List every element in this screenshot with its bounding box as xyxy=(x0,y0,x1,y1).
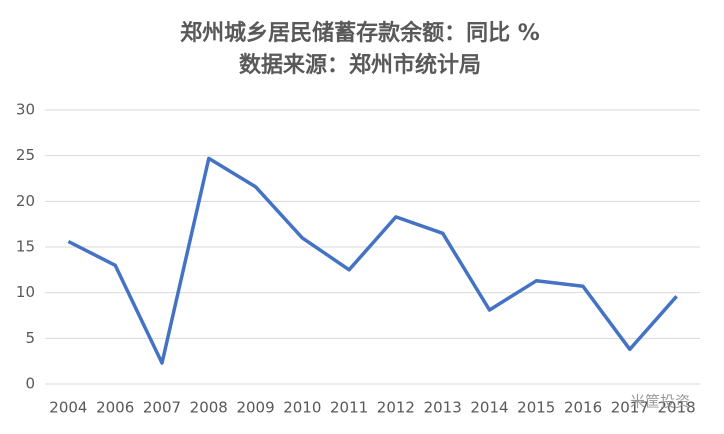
data-line xyxy=(67,156,678,365)
x-tick-label: 2016 xyxy=(564,399,602,417)
x-tick-label: 2014 xyxy=(470,399,508,417)
chart-subtitle: 数据来源：郑州市统计局 xyxy=(239,52,481,78)
chart-title: 郑州城乡居民储蓄存款余额：同比 % xyxy=(180,20,540,46)
x-tick-label: 2017 xyxy=(611,399,649,417)
x-tick-label: 2018 xyxy=(658,399,696,417)
x-tick-label: 2011 xyxy=(330,399,368,417)
watermark: 米筐投资 xyxy=(630,393,690,411)
y-tick-label: 0 xyxy=(25,375,35,393)
x-tick-label: 2004 xyxy=(49,399,87,417)
y-tick-label: 30 xyxy=(16,101,35,119)
x-tick-label: 2009 xyxy=(236,399,274,417)
y-tick-label: 10 xyxy=(16,283,35,301)
x-tick-label: 2013 xyxy=(424,399,462,417)
x-tick-label: 2007 xyxy=(143,399,181,417)
y-tick-label: 20 xyxy=(16,192,35,210)
x-tick-label: 2015 xyxy=(517,399,555,417)
y-tick-label: 15 xyxy=(16,238,35,256)
y-tick-label: 25 xyxy=(16,146,35,164)
y-tick-label: 5 xyxy=(25,329,35,347)
x-tick-label: 2010 xyxy=(283,399,321,417)
x-tick-label: 2012 xyxy=(377,399,415,417)
x-tick-label: 2008 xyxy=(190,399,228,417)
x-tick-label: 2006 xyxy=(96,399,134,417)
